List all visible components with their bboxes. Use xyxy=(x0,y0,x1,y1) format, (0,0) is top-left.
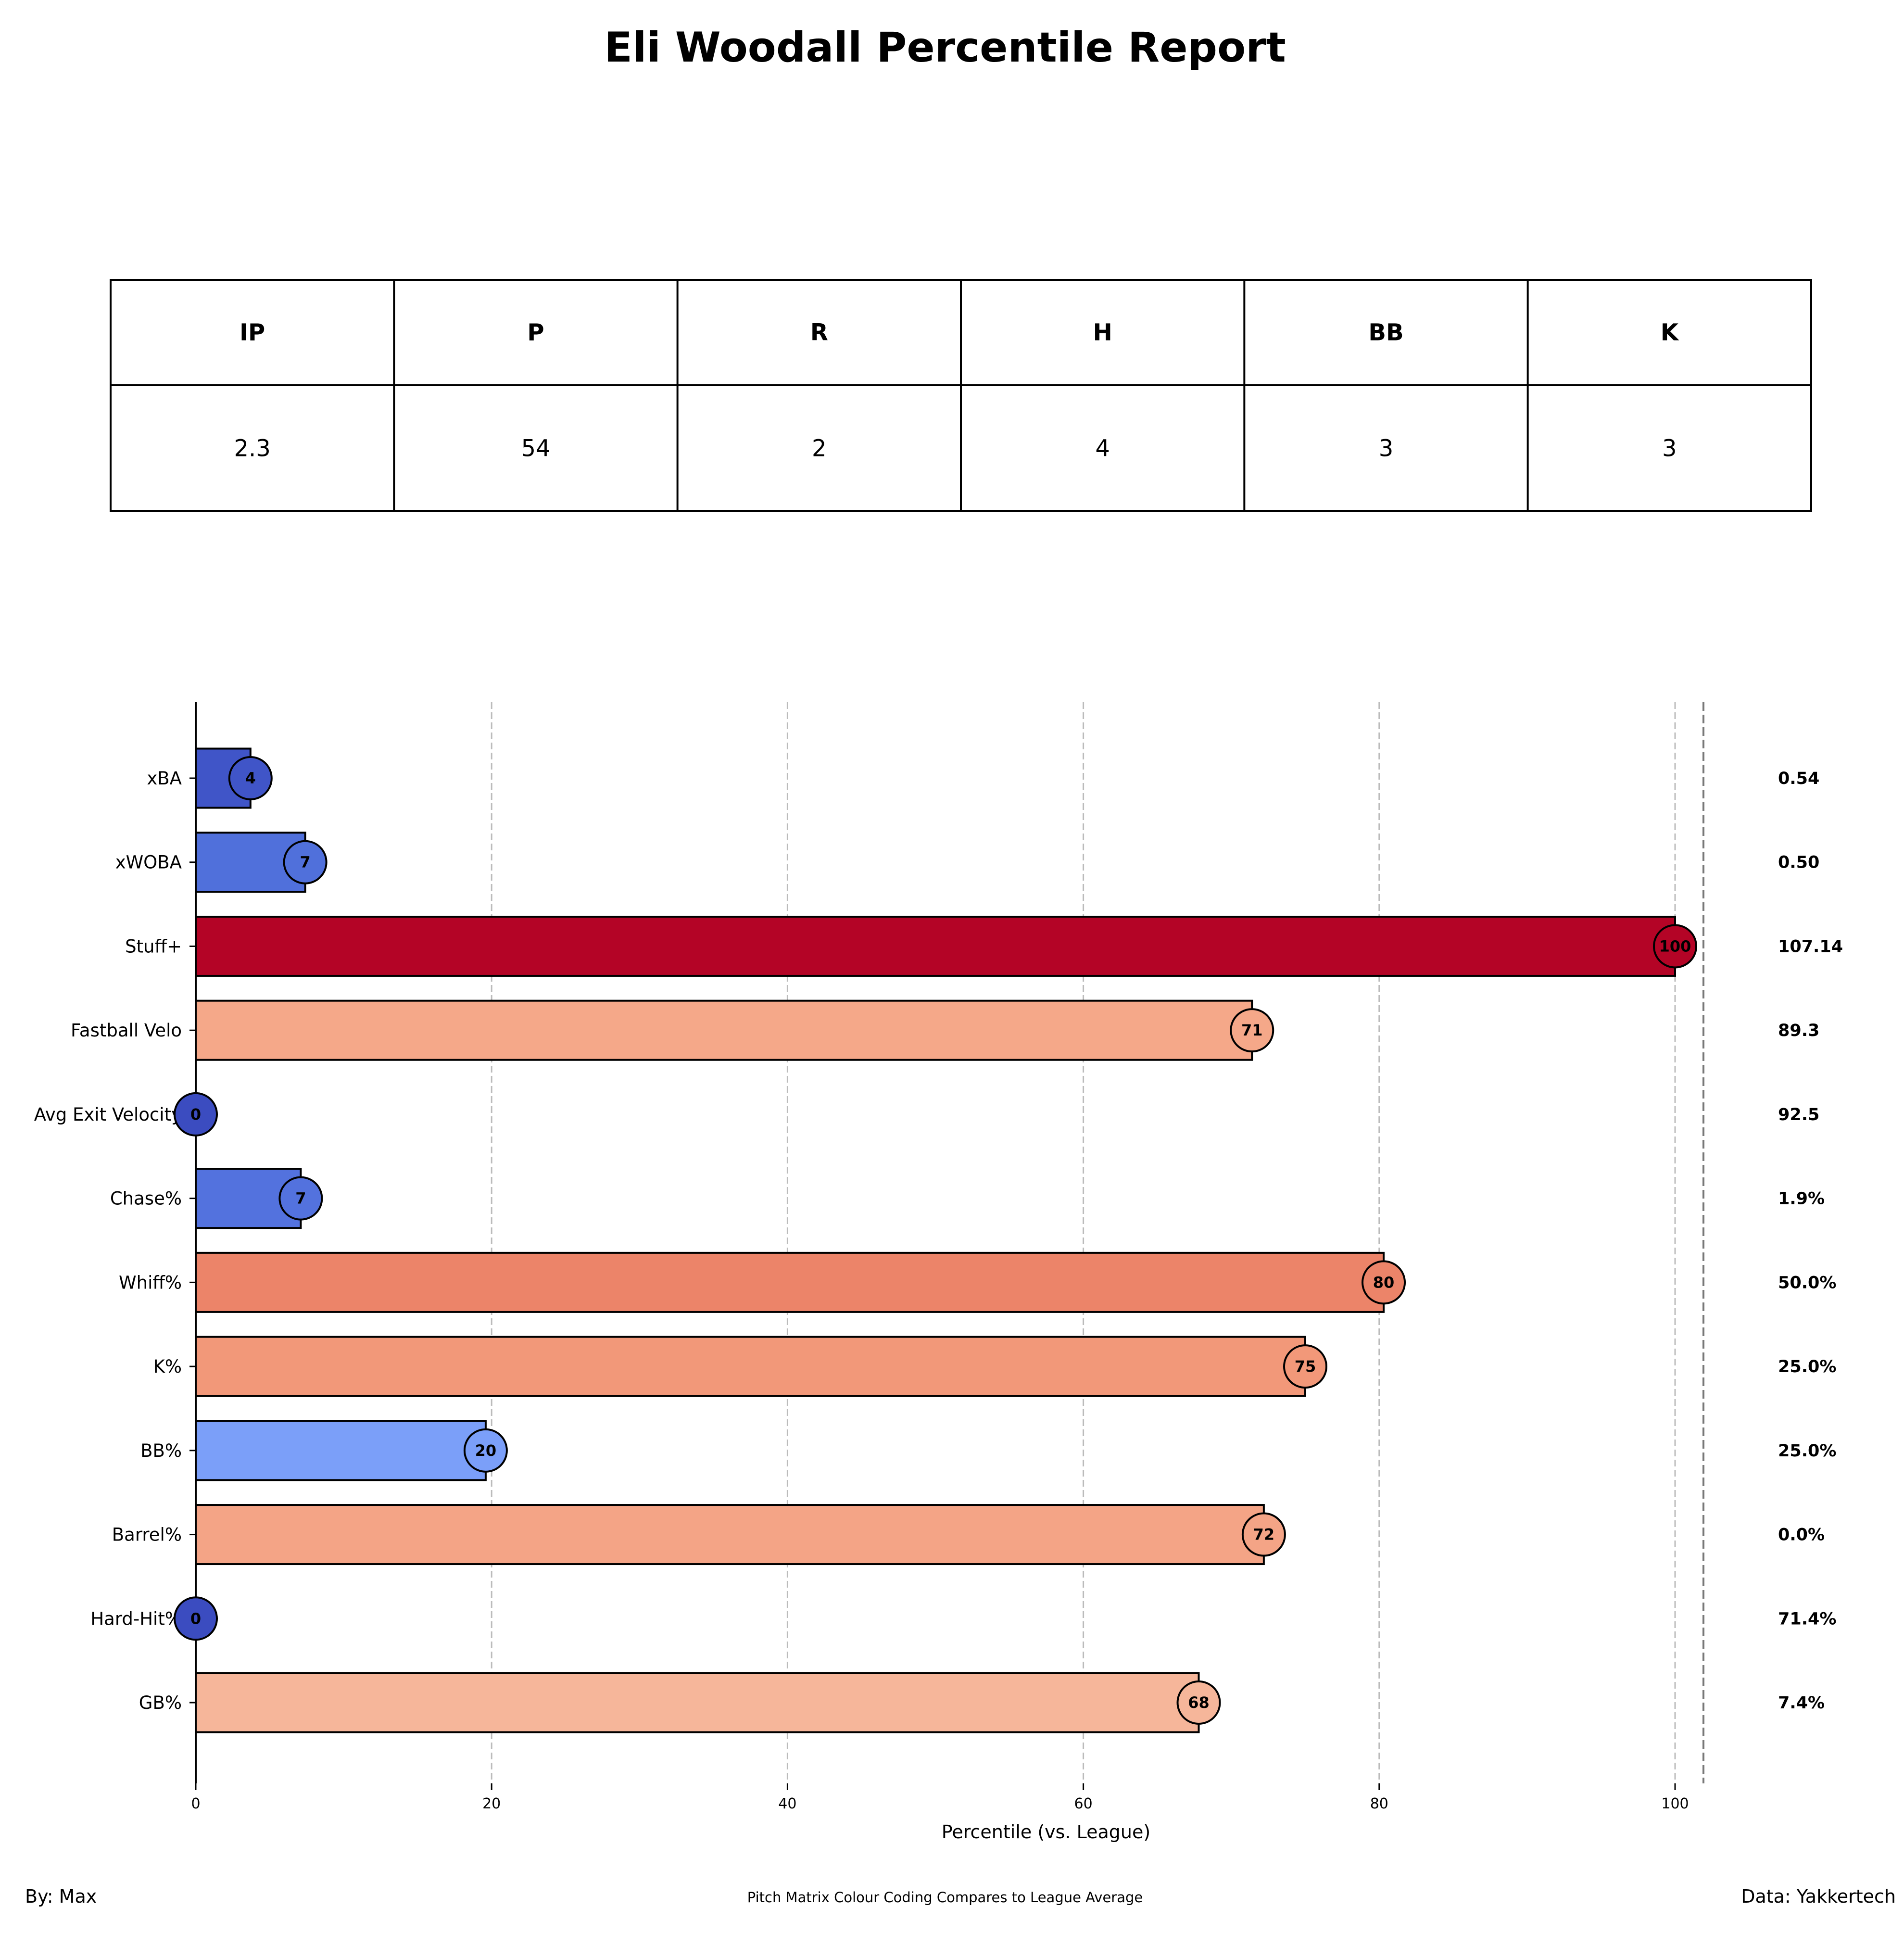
stats-table-header-cell: H xyxy=(1093,319,1112,346)
bar xyxy=(195,1420,487,1481)
raw-value-label: 1.9% xyxy=(1778,1189,1825,1209)
x-tick-label: 20 xyxy=(482,1795,501,1812)
percentile-marker xyxy=(174,1596,218,1641)
stats-table: IP P R H BB K 2.3 54 2 4 3 3 xyxy=(110,279,1812,512)
percentile-label: 0 xyxy=(190,1609,201,1628)
bar xyxy=(195,1336,1306,1397)
bar xyxy=(195,915,1676,977)
percentile-label: 7 xyxy=(300,853,310,871)
stats-table-value-cell: 3 xyxy=(1662,435,1677,462)
percentile-marker xyxy=(1362,1260,1406,1305)
percentile-marker xyxy=(283,840,328,884)
stats-table-header-cell: IP xyxy=(240,319,265,346)
stats-table-header-cell: K xyxy=(1661,319,1679,346)
y-tick-label: xBA xyxy=(147,768,182,789)
percentile-marker xyxy=(463,1428,508,1473)
x-tick-label: 0 xyxy=(191,1795,200,1812)
footer-note: Pitch Matrix Colour Coding Compares to L… xyxy=(747,1889,1143,1906)
stats-table-header-cell: BB xyxy=(1368,319,1403,346)
stats-table-value-cell: 54 xyxy=(521,435,550,462)
stats-table-header-cell: R xyxy=(810,319,828,346)
raw-value-label: 92.5 xyxy=(1778,1105,1819,1124)
y-tick-label: xWOBA xyxy=(115,852,182,873)
percentile-label: 0 xyxy=(190,1105,201,1124)
percentile-marker xyxy=(1283,1344,1327,1389)
footer-source: Data: Yakkertech xyxy=(1741,1886,1896,1907)
percentile-label: 100 xyxy=(1659,937,1691,955)
stats-table-value-cell: 3 xyxy=(1379,435,1394,462)
x-tick-label: 100 xyxy=(1661,1795,1689,1812)
raw-value-label: 25.0% xyxy=(1778,1357,1836,1377)
percentile-label: 72 xyxy=(1253,1526,1275,1544)
bar xyxy=(195,1672,1200,1733)
raw-value-label: 7.4% xyxy=(1778,1693,1825,1713)
y-tick-label: Whiff% xyxy=(119,1272,182,1293)
x-axis-label: Percentile (vs. League) xyxy=(942,1821,1150,1843)
footer-author: By: Max xyxy=(25,1886,97,1907)
percentile-label: 20 xyxy=(475,1441,497,1460)
y-tick-label: Hard-Hit% xyxy=(90,1608,182,1629)
raw-value-label: 89.3 xyxy=(1778,1021,1819,1040)
x-tick-label: 80 xyxy=(1370,1795,1388,1812)
percentile-bar-chart: xBA 4 0.54 xWOBA 7 0.50 Stuff+ 100 107.14 Fastbal… xyxy=(34,702,1843,1843)
stats-table-value-cell: 4 xyxy=(1095,435,1110,462)
percentile-label: 68 xyxy=(1188,1693,1210,1712)
y-tick-label: Fastball Velo xyxy=(71,1020,182,1041)
percentile-marker xyxy=(1230,1008,1274,1053)
raw-value-label: 71.4% xyxy=(1778,1609,1836,1629)
stats-table-value-cell: 2 xyxy=(812,435,827,462)
x-tick-label: 40 xyxy=(778,1795,796,1812)
raw-value-label: 25.0% xyxy=(1778,1441,1836,1461)
y-tick-label: Chase% xyxy=(110,1188,182,1209)
percentile-marker xyxy=(1176,1680,1221,1725)
raw-value-label: 0.0% xyxy=(1778,1526,1825,1545)
raw-value-label: 50.0% xyxy=(1778,1273,1836,1292)
report-title: Eli Woodall Percentile Report xyxy=(604,24,1286,72)
percentile-marker xyxy=(174,1092,218,1137)
percentile-label: 4 xyxy=(245,769,256,787)
percentile-marker xyxy=(278,1176,323,1221)
percentile-label: 75 xyxy=(1295,1357,1316,1376)
x-axis-ticks: 0 20 40 60 80 100 xyxy=(191,1783,1689,1812)
stats-table-header-cell: P xyxy=(527,319,544,346)
y-tick-label: K% xyxy=(153,1356,182,1377)
y-tick-label: GB% xyxy=(139,1692,182,1713)
y-tick-label: BB% xyxy=(140,1440,182,1461)
bar xyxy=(195,999,1253,1061)
stats-table-value-cell: 2.3 xyxy=(234,435,270,462)
x-tick-label: 60 xyxy=(1074,1795,1093,1812)
bar xyxy=(195,1251,1385,1313)
bar xyxy=(195,1504,1265,1566)
y-tick-label: Avg Exit Velocity xyxy=(34,1104,182,1125)
y-tick-label: Stuff+ xyxy=(125,936,182,957)
raw-value-label: 0.54 xyxy=(1778,769,1819,788)
percentile-marker xyxy=(1241,1512,1286,1557)
percentile-marker xyxy=(1653,924,1697,969)
raw-value-label: 0.50 xyxy=(1778,853,1819,872)
y-tick-label: Barrel% xyxy=(112,1525,182,1545)
raw-value-label: 107.14 xyxy=(1778,937,1843,956)
percentile-marker xyxy=(228,756,273,800)
percentile-label: 71 xyxy=(1241,1021,1263,1039)
percentile-label: 80 xyxy=(1373,1273,1395,1291)
chart-grid xyxy=(491,702,1676,1783)
chart-bars: xBA 4 0.54 xWOBA 7 0.50 Stuff+ 100 107.14 Fastbal… xyxy=(34,747,1843,1733)
percentile-label: 7 xyxy=(295,1189,306,1208)
